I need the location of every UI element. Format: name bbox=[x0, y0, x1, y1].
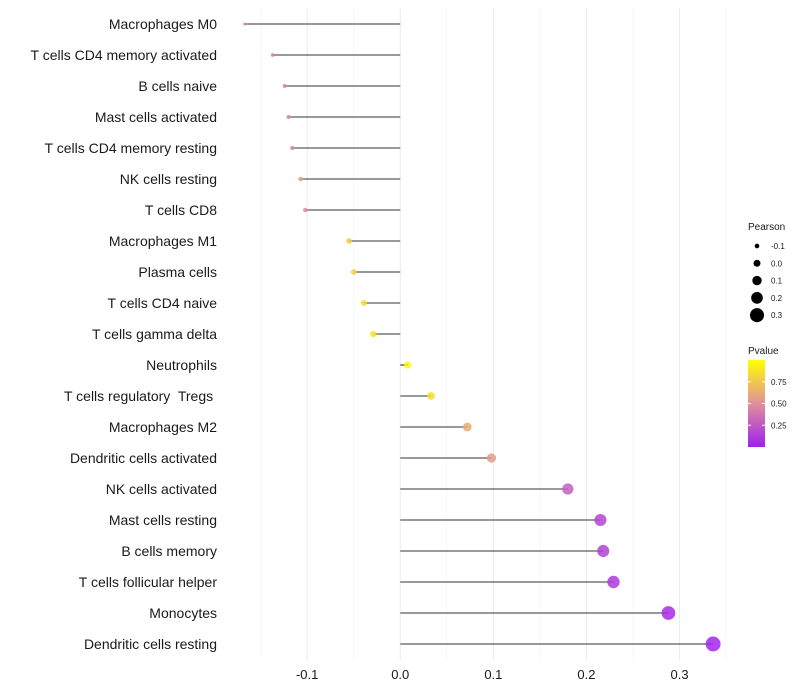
dots bbox=[243, 22, 721, 652]
data-point bbox=[661, 606, 676, 620]
data-point bbox=[705, 636, 721, 652]
category-label: Mast cells activated bbox=[95, 109, 217, 125]
x-axis-tick-labels: -0.1 0.0 0.1 0.2 0.3 bbox=[296, 667, 689, 682]
category-label: NK cells resting bbox=[120, 171, 217, 187]
category-label: Neutrophils bbox=[146, 357, 217, 373]
data-point bbox=[562, 483, 574, 495]
category-labels: Macrophages M0 T cells CD4 memory activat… bbox=[31, 16, 218, 652]
legend-pvalue-title: Pvalue bbox=[748, 346, 779, 357]
x-tick-label: 0.2 bbox=[577, 667, 595, 682]
category-label: B cells naive bbox=[138, 78, 217, 94]
legend-pearson-key bbox=[754, 243, 760, 249]
category-label: T cells CD4 naive bbox=[108, 295, 218, 311]
legend-pearson-key bbox=[749, 308, 765, 323]
category-label: T cells gamma delta bbox=[92, 326, 217, 342]
legend-pearson-label: 0.2 bbox=[771, 294, 783, 303]
legend-pearson-key bbox=[753, 259, 761, 267]
category-label: B cells memory bbox=[121, 543, 217, 559]
category-label: T cells CD4 memory activated bbox=[31, 47, 217, 63]
legend-pearson-title: Pearson bbox=[748, 222, 785, 233]
category-label: T cells follicular helper bbox=[79, 574, 218, 590]
category-label: Macrophages M2 bbox=[109, 419, 217, 435]
data-point bbox=[350, 269, 357, 275]
legend-pvalue: Pvalue 0.25 0.50 0.75 bbox=[748, 346, 787, 447]
data-point bbox=[298, 176, 303, 182]
major-gridlines bbox=[306, 8, 681, 660]
data-point bbox=[286, 114, 291, 120]
data-point bbox=[427, 392, 435, 400]
data-point bbox=[360, 299, 367, 307]
data-point bbox=[594, 513, 607, 527]
x-tick-label: 0.3 bbox=[671, 667, 689, 682]
category-label: NK cells activated bbox=[106, 481, 217, 497]
category-label: Macrophages M0 bbox=[109, 16, 217, 32]
legend-pearson-label: 0.0 bbox=[771, 259, 783, 268]
legend-pvalue-label: 0.75 bbox=[771, 378, 787, 387]
data-point bbox=[302, 207, 308, 213]
category-label: Dendritic cells resting bbox=[84, 636, 217, 652]
legend-pearson-label: -0.1 bbox=[771, 242, 785, 251]
x-tick-label: 0.1 bbox=[484, 667, 502, 682]
data-point bbox=[270, 53, 275, 57]
x-tick-label: 0.0 bbox=[391, 667, 409, 682]
category-label: Monocytes bbox=[149, 605, 217, 621]
category-label: T cells CD4 memory resting bbox=[45, 140, 217, 156]
data-point bbox=[346, 238, 352, 244]
legend-pearson-label: 0.1 bbox=[771, 277, 783, 286]
data-point bbox=[370, 330, 377, 338]
legend-pvalue-label: 0.25 bbox=[771, 421, 787, 430]
data-point bbox=[597, 544, 610, 558]
category-label: Macrophages M1 bbox=[109, 233, 217, 249]
data-point bbox=[243, 22, 247, 26]
data-point bbox=[282, 83, 287, 89]
data-point bbox=[462, 422, 472, 432]
stems bbox=[244, 23, 714, 645]
data-point bbox=[486, 453, 497, 463]
legend-pearson: Pearson -0.1 0.0 0.1 0.2 0.3 bbox=[748, 222, 785, 323]
legend-pearson-label: 0.3 bbox=[771, 311, 783, 320]
category-label: Mast cells resting bbox=[109, 512, 217, 528]
legend-pvalue-colorbar bbox=[748, 360, 765, 447]
data-point bbox=[290, 145, 295, 151]
legend-pvalue-label: 0.50 bbox=[771, 400, 787, 409]
category-label: T cells regulatory Tregs bbox=[64, 388, 217, 404]
data-point bbox=[404, 361, 412, 369]
x-tick-label: -0.1 bbox=[296, 667, 318, 682]
category-label: Dendritic cells activated bbox=[70, 450, 217, 466]
data-point bbox=[607, 575, 620, 589]
category-label: Plasma cells bbox=[138, 264, 217, 280]
legend-pearson-key bbox=[752, 275, 762, 286]
category-label: T cells CD8 bbox=[145, 202, 217, 218]
legend-pearson-key bbox=[751, 292, 763, 304]
